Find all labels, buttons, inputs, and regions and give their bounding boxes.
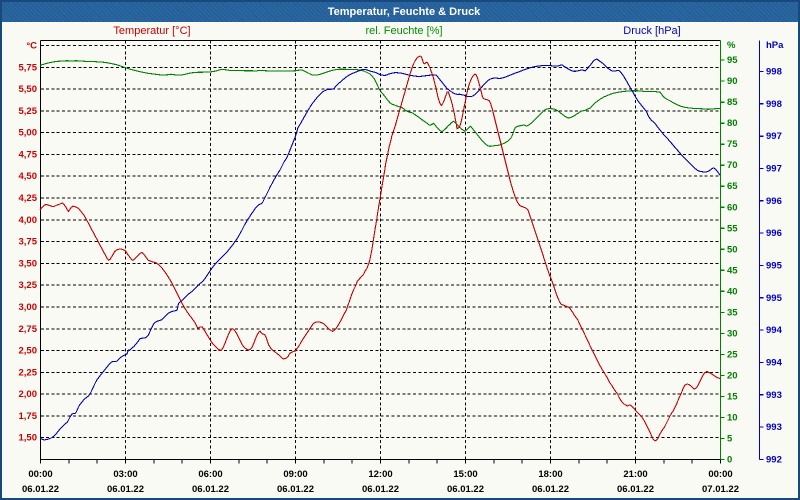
svg-text:2,75: 2,75: [19, 324, 38, 335]
svg-text:60: 60: [727, 202, 738, 213]
svg-text:65: 65: [727, 181, 738, 192]
svg-text:15:00: 15:00: [453, 469, 477, 480]
svg-text:998: 998: [766, 67, 782, 78]
svg-text:996: 996: [766, 196, 782, 207]
svg-text:3,25: 3,25: [19, 280, 38, 291]
svg-text:3,75: 3,75: [19, 237, 38, 248]
svg-text:07.01.22: 07.01.22: [702, 484, 739, 495]
svg-text:00:00: 00:00: [28, 469, 52, 480]
svg-text:995: 995: [766, 293, 783, 304]
svg-text:06:00: 06:00: [198, 469, 222, 480]
svg-text:994: 994: [766, 358, 783, 369]
svg-text:0: 0: [727, 455, 732, 466]
svg-text:06.01.22: 06.01.22: [447, 484, 484, 495]
svg-text:25: 25: [727, 349, 738, 360]
svg-text:5,00: 5,00: [19, 128, 38, 139]
svg-text:70: 70: [727, 160, 738, 171]
svg-text:06.01.22: 06.01.22: [362, 484, 399, 495]
svg-text:%: %: [727, 40, 736, 51]
svg-text:4,50: 4,50: [19, 171, 38, 182]
svg-text:5,50: 5,50: [19, 84, 38, 95]
svg-text:997: 997: [766, 131, 782, 142]
svg-text:993: 993: [766, 390, 782, 401]
svg-text:40: 40: [727, 286, 738, 297]
svg-text:4,00: 4,00: [19, 215, 38, 226]
svg-text:996: 996: [766, 228, 782, 239]
svg-text:06.01.22: 06.01.22: [107, 484, 144, 495]
svg-text:12:00: 12:00: [368, 469, 392, 480]
svg-text:06.01.22: 06.01.22: [277, 484, 314, 495]
svg-text:993: 993: [766, 422, 782, 433]
svg-text:hPa: hPa: [766, 40, 784, 51]
svg-text:45: 45: [727, 265, 738, 276]
svg-text:06.01.22: 06.01.22: [192, 484, 229, 495]
svg-text:18:00: 18:00: [538, 469, 562, 480]
svg-text:03:00: 03:00: [113, 469, 137, 480]
svg-text:994: 994: [766, 325, 783, 336]
svg-text:10: 10: [727, 413, 738, 424]
svg-text:5,75: 5,75: [19, 62, 38, 73]
svg-text:5: 5: [727, 434, 733, 445]
svg-text:997: 997: [766, 164, 782, 175]
svg-text:1,75: 1,75: [19, 411, 38, 422]
svg-text:2,00: 2,00: [19, 389, 38, 400]
svg-text:998: 998: [766, 99, 782, 110]
svg-text:80: 80: [727, 118, 738, 129]
svg-text:2,50: 2,50: [19, 346, 38, 357]
svg-text:06.01.22: 06.01.22: [617, 484, 654, 495]
svg-text:20: 20: [727, 370, 738, 381]
svg-text:1,50: 1,50: [19, 433, 38, 444]
svg-text:995: 995: [766, 261, 783, 272]
svg-text:4,25: 4,25: [19, 193, 38, 204]
svg-text:4,75: 4,75: [19, 149, 38, 160]
svg-text:06.01.22: 06.01.22: [532, 484, 569, 495]
svg-text:55: 55: [727, 223, 738, 234]
svg-text:06.01.22: 06.01.22: [22, 484, 59, 495]
svg-text:90: 90: [727, 76, 738, 87]
svg-text:5,25: 5,25: [19, 106, 38, 117]
svg-text:3,50: 3,50: [19, 258, 38, 269]
svg-text:75: 75: [727, 139, 738, 150]
svg-text:2,25: 2,25: [19, 367, 38, 378]
svg-text:992: 992: [766, 455, 782, 466]
svg-text:09:00: 09:00: [283, 469, 307, 480]
svg-text:00:00: 00:00: [708, 469, 732, 480]
svg-text:50: 50: [727, 244, 738, 255]
svg-text:30: 30: [727, 328, 738, 339]
svg-text:°C: °C: [26, 41, 37, 52]
svg-text:85: 85: [727, 97, 738, 108]
svg-text:35: 35: [727, 307, 738, 318]
svg-text:15: 15: [727, 391, 738, 402]
svg-text:95: 95: [727, 55, 738, 66]
svg-text:21:00: 21:00: [623, 469, 647, 480]
svg-text:3,00: 3,00: [19, 302, 38, 313]
